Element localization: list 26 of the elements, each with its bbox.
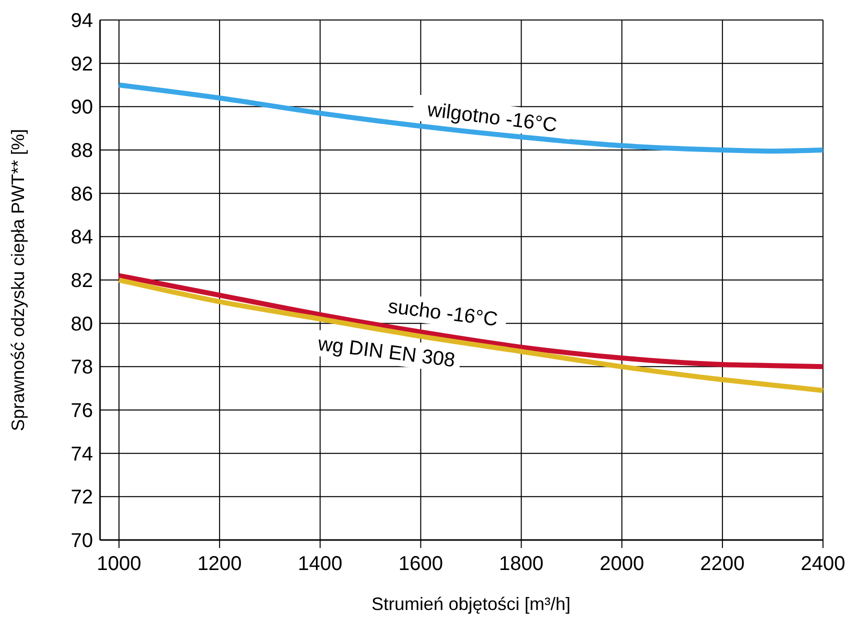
y-tick-label: 76 [70, 400, 93, 422]
y-tick-label: 90 [70, 96, 93, 119]
y-tick-label: 88 [70, 140, 93, 162]
y-tick-label: 86 [70, 183, 93, 206]
text: sucho -16°C [386, 296, 499, 331]
x-tick-label: 2200 [700, 553, 745, 575]
y-tick-label: 70 [70, 530, 93, 552]
x-tick-label: 2400 [800, 553, 846, 575]
y-tick-label: 80 [70, 313, 93, 336]
y-tick-label: 84 [70, 226, 93, 249]
x-tick-label: 2000 [600, 553, 644, 575]
y-tick-label: 74 [70, 443, 93, 466]
y-tick-label: 94 [70, 10, 93, 32]
x-tick-label: 1600 [398, 553, 443, 575]
x-tick-label: 1400 [298, 553, 342, 575]
x-tick-label: 1000 [96, 553, 142, 575]
text: wg DIN EN 308 [316, 333, 456, 372]
y-tick-label: 78 [70, 356, 93, 379]
y-tick-label: 82 [70, 270, 93, 292]
y-tick-label: 72 [70, 486, 93, 509]
y-axis-title: Sprawność odzysku ciepła PWT** [%] [8, 128, 28, 432]
x-tick-label: 1800 [499, 553, 544, 575]
text: wilgotno -16°C [425, 98, 558, 137]
x-tick-label: 1200 [197, 553, 242, 575]
x-axis-title: Strumień objętości [m³/h] [371, 594, 571, 614]
y-tick-label: 92 [70, 53, 93, 76]
